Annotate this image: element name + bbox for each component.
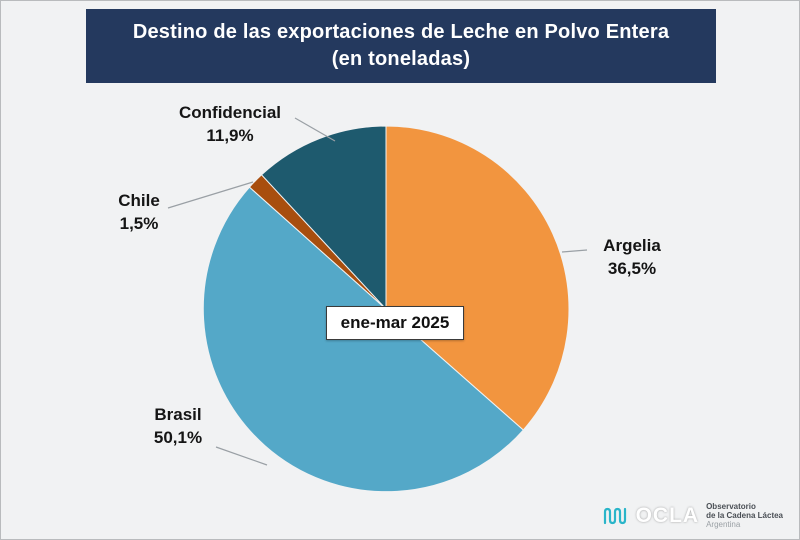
slice-label-chile-name: Chile	[118, 191, 160, 210]
ocla-logo-text: OCLA	[635, 503, 700, 527]
slice-label-argelia-name: Argelia	[603, 236, 661, 255]
slice-label-confidencial: Confidencial 11,9%	[159, 101, 301, 147]
ocla-waveform-icon	[603, 507, 626, 524]
ocla-org-line3: Argentina	[706, 520, 741, 529]
leader-line-confidencial	[294, 117, 336, 142]
slice-label-brasil: Brasil 50,1%	[129, 403, 227, 449]
ocla-logo: OCLA Observatorio de la Cadena Láctea Ar…	[603, 502, 783, 529]
chart-title-line2: (en toneladas)	[331, 48, 471, 70]
chart-title-line1: Destino de las exportaciones de Leche en…	[132, 21, 670, 43]
pie-slice-argelia	[385, 125, 570, 431]
chart-title: Destino de las exportaciones de Leche en…	[86, 9, 716, 83]
slice-label-chile: Chile 1,5%	[93, 189, 185, 235]
leader-line-chile	[167, 181, 254, 209]
leader-lines	[167, 117, 588, 466]
leader-line-brasil	[215, 446, 268, 466]
center-period-label: ene-mar 2025	[326, 306, 464, 340]
ocla-org-line1: Observatorio	[706, 502, 756, 511]
slice-label-argelia-value: 36,5%	[607, 259, 657, 278]
leader-line-argelia	[561, 249, 588, 253]
slice-label-argelia: Argelia 36,5%	[584, 234, 680, 280]
slice-label-confidencial-name: Confidencial	[178, 103, 281, 122]
slice-label-chile-value: 1,5%	[119, 214, 159, 233]
slice-label-brasil-value: 50,1%	[153, 428, 203, 447]
pie-slice-confidencial	[260, 125, 387, 311]
slice-label-brasil-name: Brasil	[154, 405, 202, 424]
slice-label-confidencial-value: 11,9%	[206, 126, 254, 145]
ocla-org-name: Observatorio de la Cadena Láctea Argenti…	[706, 502, 783, 529]
ocla-org-line2: de la Cadena Láctea	[706, 511, 783, 520]
